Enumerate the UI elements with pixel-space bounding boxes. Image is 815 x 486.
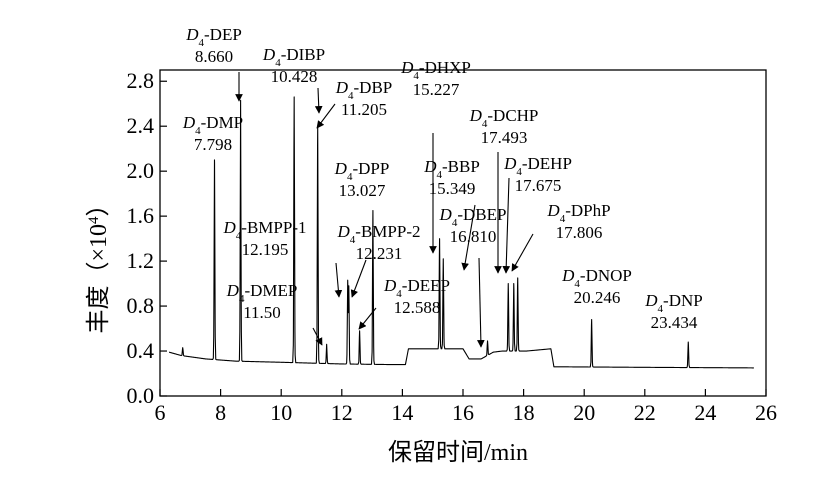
chromatogram-trace xyxy=(168,96,754,369)
peak-annotation-rt: 23.434 xyxy=(651,313,698,332)
peak-annotation-rt: 12.195 xyxy=(242,240,289,259)
peak-annotation-rt: 8.660 xyxy=(195,47,233,66)
annotation-arrow xyxy=(350,259,367,298)
svg-text:丰度（×104）: 丰度（×104） xyxy=(85,192,112,333)
peak-annotation-rt: 17.493 xyxy=(481,128,528,147)
peak-annotation-rt: 15.349 xyxy=(429,179,476,198)
x-tick-label: 24 xyxy=(694,400,716,425)
peak-annotation-name: D4-DBP xyxy=(335,78,393,102)
peak-annotation-name: D4-DBEP xyxy=(439,205,507,229)
peak-annotation-rt: 12.231 xyxy=(356,244,403,263)
peak-annotation-name: D4-DMEP xyxy=(226,281,298,305)
y-axis-title: 丰度（×104） xyxy=(85,192,112,333)
annotation-arrow xyxy=(312,327,323,346)
y-tick-label: 1.6 xyxy=(127,203,155,228)
peak-annotation-name: D4-DEHP xyxy=(503,154,572,178)
peak-annotation-rt: 7.798 xyxy=(194,135,232,154)
peak-annotation-name: D4-DNOP xyxy=(561,266,632,290)
x-axis-title: 保留时间/min xyxy=(388,439,528,466)
annotation-arrow xyxy=(358,307,377,330)
annotation-arrow xyxy=(461,204,476,271)
y-axis-title-main: 丰度（×10 xyxy=(85,224,112,334)
peak-annotation-rt: 20.246 xyxy=(574,288,621,307)
peak-annotation-rt: 16.810 xyxy=(450,227,497,246)
y-tick-label: 2.8 xyxy=(127,68,155,93)
peak-annotation-name: D4-DNP xyxy=(644,291,702,315)
y-tick-label: 0.4 xyxy=(127,338,155,363)
peak-annotation-rt: 15.227 xyxy=(413,80,460,99)
annotation-arrow xyxy=(511,233,534,272)
peak-annotation: D4-BMPP-112.195 xyxy=(223,218,307,259)
peak-annotation-name: D4-DMP xyxy=(182,113,243,137)
annotation-arrow xyxy=(334,262,343,298)
annotation-arrow xyxy=(314,87,323,114)
annotation-arrow xyxy=(476,257,485,348)
peak-annotation-name: D4-BMPP-1 xyxy=(223,218,307,242)
x-tick-label: 22 xyxy=(634,400,656,425)
y-tick-label: 2.4 xyxy=(127,113,155,138)
peak-annotation-rt: 10.428 xyxy=(271,67,318,86)
peak-annotation-name: D4-DHXP xyxy=(400,58,471,82)
peak-annotation-name: D4-DEEP xyxy=(383,276,450,300)
axes: 6 8 10 12 14 16 18 20 22 24 26 0.0 0.4 0.8 1.2 1.6 2.0 2.… xyxy=(127,68,778,425)
annotation-arrow xyxy=(502,177,511,274)
peak-annotation-name: D4-DIBP xyxy=(262,45,325,69)
x-tick-label: 20 xyxy=(573,400,595,425)
peak-annotation-name: D4-DCHP xyxy=(469,106,539,130)
peak-annotation-rt: 11.205 xyxy=(341,100,387,119)
x-tick-label: 26 xyxy=(755,400,777,425)
peak-annotation-rt: 17.806 xyxy=(556,223,603,242)
trace-layer xyxy=(168,96,754,369)
annotation-arrow xyxy=(316,103,336,129)
peak-annotation-name: D4-DPP xyxy=(334,159,390,183)
y-tick-label: 0.0 xyxy=(127,383,155,408)
peak-annotation-rt: 13.027 xyxy=(339,181,386,200)
peak-annotation-rt: 17.675 xyxy=(515,176,562,195)
peak-annotation-rt: 11.50 xyxy=(243,303,281,322)
x-tick-label: 10 xyxy=(270,400,292,425)
y-tick-label: 2.0 xyxy=(127,158,155,183)
peak-annotation-name: D4-BMPP-2 xyxy=(337,222,421,246)
peak-annotation-name: D4-DPhP xyxy=(546,201,610,225)
peak-annotation: D4-BMPP-212.231 xyxy=(337,222,421,263)
y-axis-title-exp: 4 xyxy=(86,216,102,224)
x-tick-label: 12 xyxy=(331,400,353,425)
x-tick-label: 6 xyxy=(155,400,166,425)
y-axis-title-close: ） xyxy=(86,192,112,216)
y-tick-label: 1.2 xyxy=(127,248,155,273)
x-tick-label: 18 xyxy=(513,400,535,425)
peak-annotation-rt: 12.588 xyxy=(394,298,441,317)
y-tick-label: 0.8 xyxy=(127,293,155,318)
x-tick-label: 8 xyxy=(215,400,226,425)
x-tick-label: 14 xyxy=(391,400,413,425)
peak-annotation-name: D4-DEP xyxy=(185,25,242,49)
x-tick-label: 16 xyxy=(452,400,474,425)
peak-annotation-name: D4-BBP xyxy=(423,157,480,181)
